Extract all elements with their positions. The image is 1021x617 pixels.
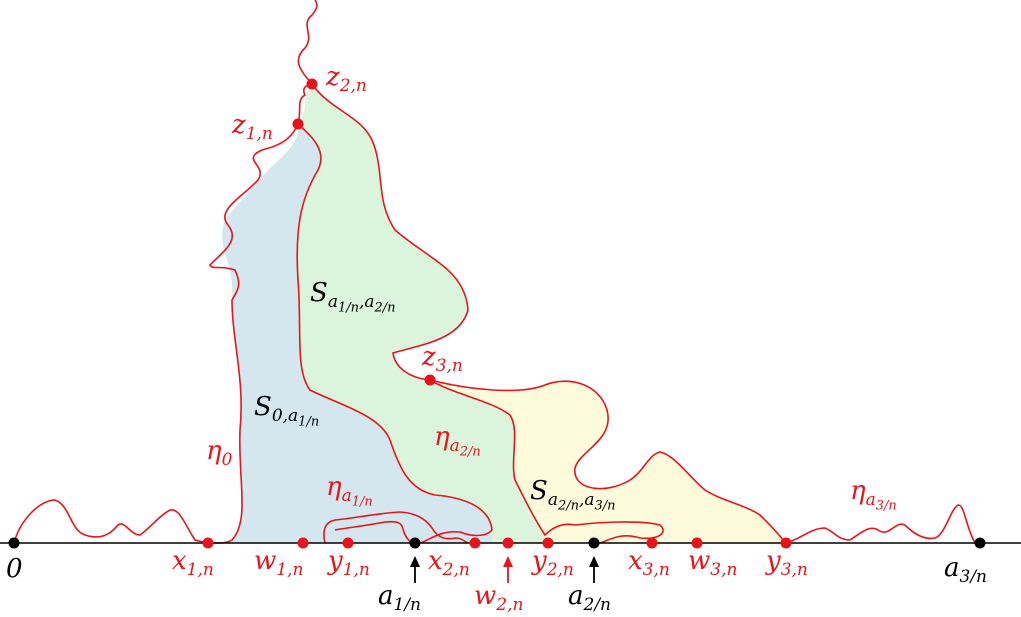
point-y2 [542, 537, 554, 549]
curve-eta-a2-upper [311, 83, 469, 381]
point-z3 [424, 374, 436, 386]
arrow-a1-head [410, 556, 420, 567]
point-z2 [306, 78, 318, 90]
label-y3: y3,n [766, 546, 808, 580]
point-a3 [974, 537, 986, 549]
label-z3: z3,n [422, 342, 463, 376]
label-w1: w1,n [254, 546, 304, 580]
region-s0-blue [222, 124, 492, 543]
label-a3: a3/n [944, 553, 988, 587]
label-x2: x2,n [428, 546, 470, 580]
curve-eta-a3-tail [784, 504, 976, 544]
arrow-a2-head [589, 556, 599, 567]
point-x3 [646, 537, 658, 549]
curve-eta-a1-loop [323, 511, 469, 544]
curve-eta-a1-upper [296, 123, 493, 544]
point-zero [8, 537, 20, 549]
point-w2 [502, 537, 514, 549]
label-w3: w3,n [688, 546, 738, 580]
point-a1 [409, 537, 421, 549]
label-zero: 0 [6, 554, 23, 584]
region-s2-yellow [430, 380, 785, 543]
curve-eta0 [13, 0, 318, 544]
point-x2 [469, 537, 481, 549]
curve-eta-a1-loop-inner [334, 520, 413, 544]
point-y1 [342, 537, 354, 549]
label-z2: z2,n [326, 62, 367, 96]
point-z1 [292, 118, 304, 130]
label-eta-a3: ηa3/n [850, 476, 897, 514]
label-x1: x1,n [172, 546, 214, 580]
label-a1: a1/n [378, 581, 422, 615]
label-eta-a2: ηa2/n [434, 422, 481, 460]
label-eta0: η0 [206, 436, 233, 470]
region-s1-green [297, 84, 545, 543]
point-w3 [691, 537, 703, 549]
label-a2: a2/n [568, 581, 612, 615]
point-a2 [588, 537, 600, 549]
label-w2: w2,n [474, 581, 524, 615]
label-x3: x3,n [628, 546, 670, 580]
label-z1: z1,n [232, 110, 273, 144]
label-region-s0: S0,a1/n [254, 392, 320, 430]
point-x1 [202, 537, 214, 549]
point-w1 [297, 537, 309, 549]
label-eta-a1: ηa1/n [326, 472, 373, 510]
curve-eta-a3-upper [429, 379, 786, 544]
label-y1: y1,n [328, 546, 370, 580]
point-y3 [780, 537, 792, 549]
label-region-s2: Sa2/n,a3/n [530, 476, 616, 514]
label-region-s1: Sa1/n,a2/n [310, 278, 396, 316]
arrow-w2-head [503, 556, 513, 567]
label-y2: y2,n [532, 546, 574, 580]
